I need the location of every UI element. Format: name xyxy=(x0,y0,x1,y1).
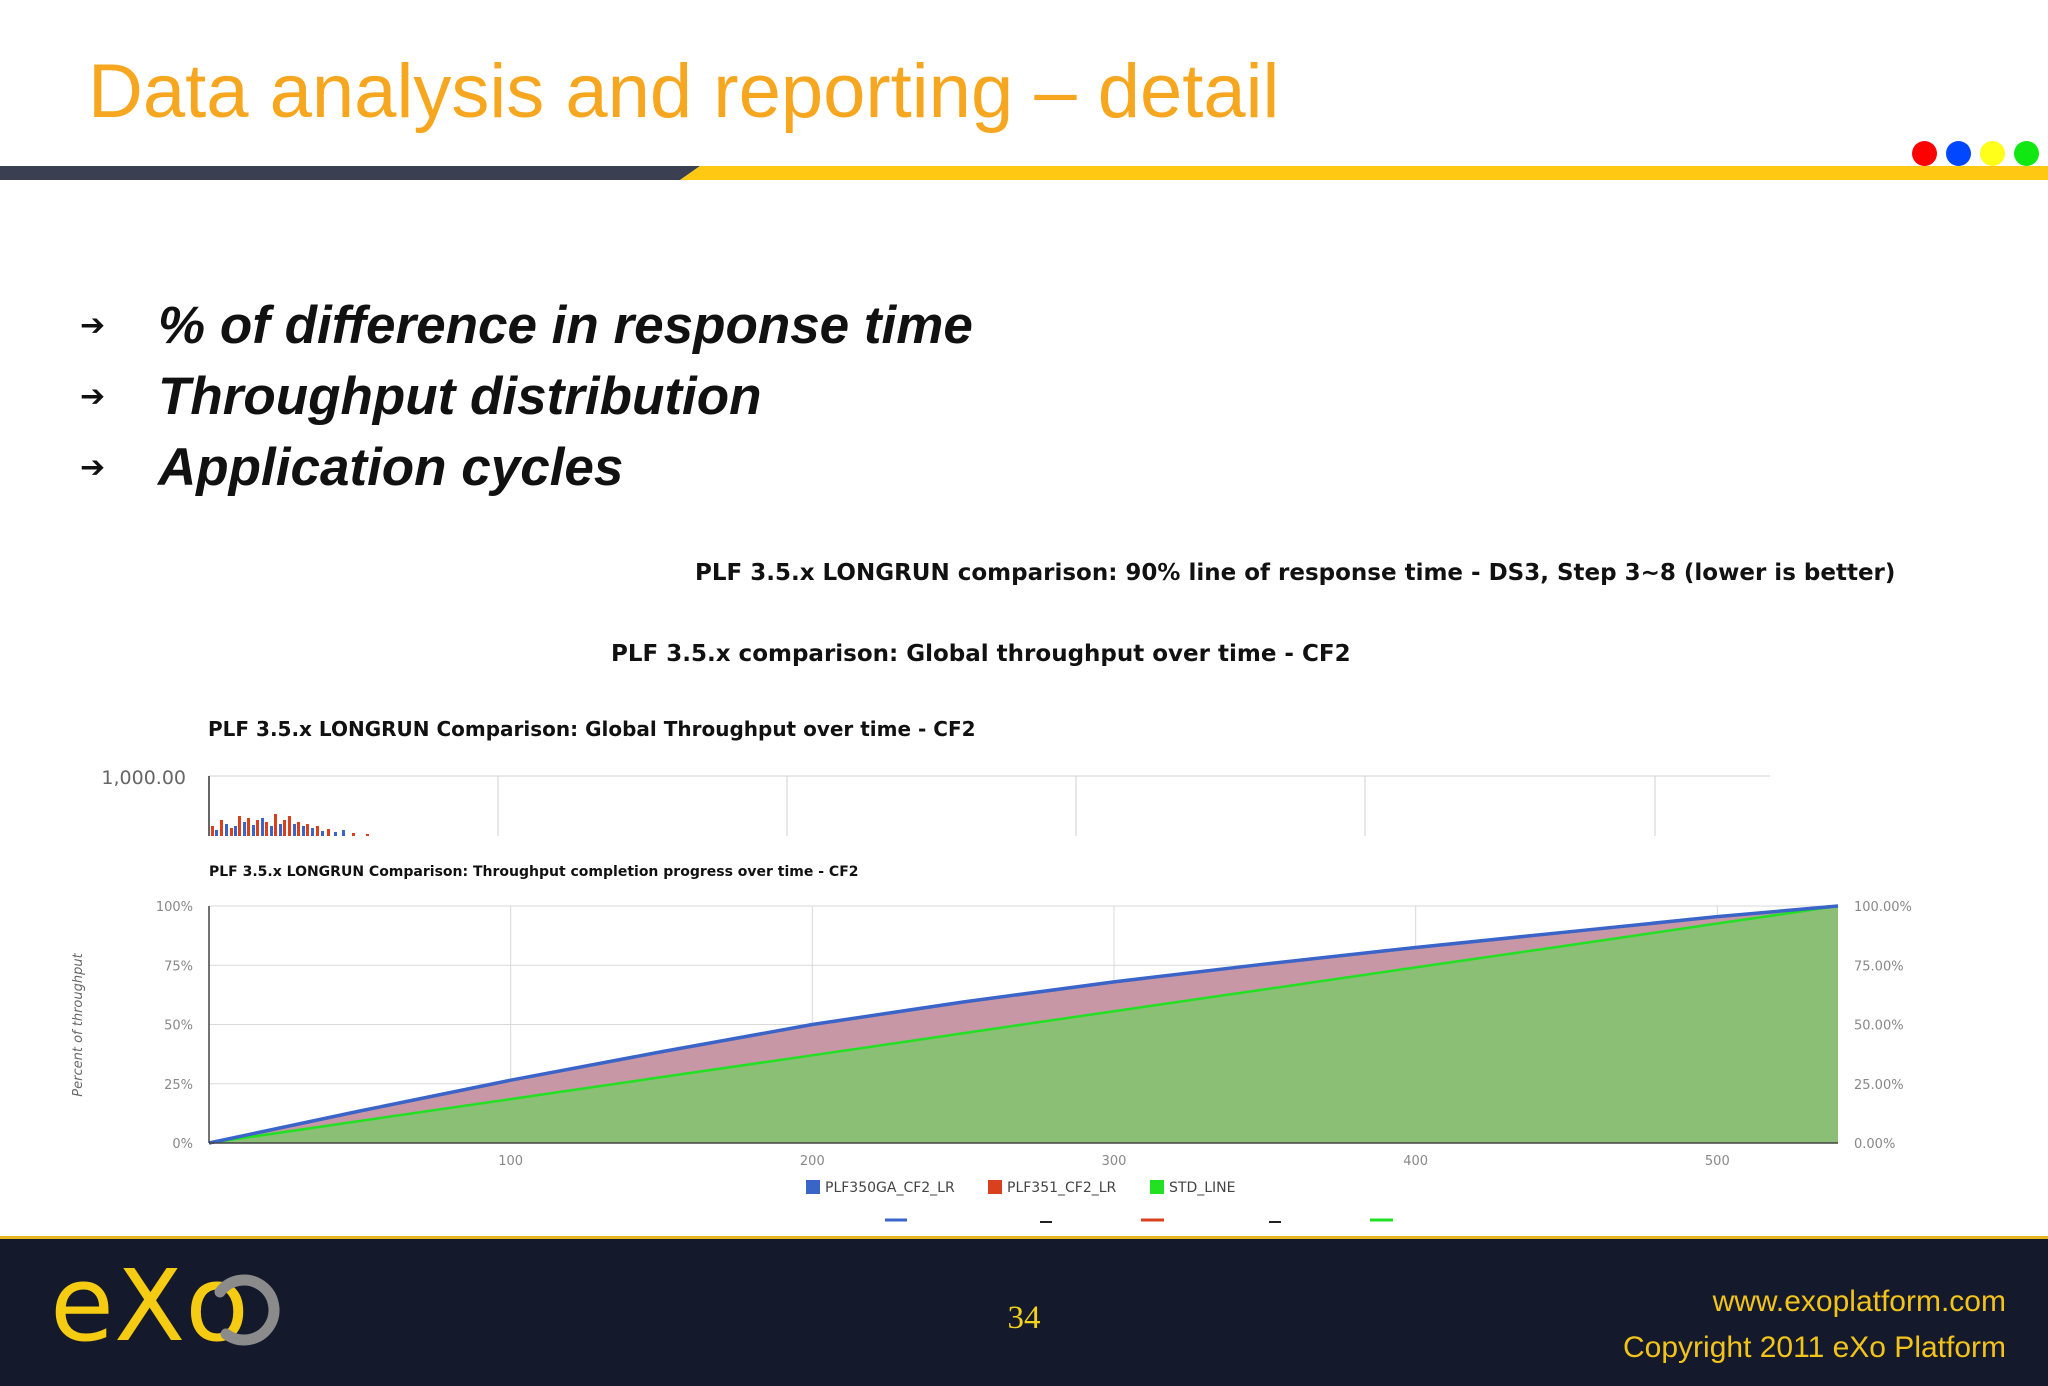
throughput-bar xyxy=(293,824,296,836)
throughput-bar xyxy=(311,828,314,836)
throughput-bar xyxy=(302,826,305,836)
throughput-bar xyxy=(261,818,264,836)
legend-label: PLF350GA_CF2_LR xyxy=(825,1180,955,1196)
bullet-item: ➔ Throughput distribution xyxy=(80,361,973,432)
y-tick-label-left: 50% xyxy=(164,1019,193,1034)
legend-swatch xyxy=(988,1180,1002,1194)
page-number: 34 xyxy=(1007,1300,1041,1336)
throughput-bar xyxy=(211,826,214,836)
longrun-throughput-bars xyxy=(211,814,369,836)
y-tick-label-right: 75.00% xyxy=(1854,959,1904,974)
y-tick-label-right: 25.00% xyxy=(1854,1078,1904,1093)
global-throughput-chart-title: PLF 3.5.x comparison: Global throughput … xyxy=(611,641,1351,667)
y-tick-label-left: 75% xyxy=(164,959,193,974)
logo-swoosh xyxy=(214,1274,280,1346)
header-bar-dark xyxy=(0,166,700,180)
throughput-bar xyxy=(306,824,309,836)
x-tick-label: 100 xyxy=(498,1154,523,1169)
bullet-item: ➔ Application cycles xyxy=(80,432,973,503)
throughput-bar xyxy=(283,820,286,836)
bullet-text: Application cycles xyxy=(158,438,624,497)
bullet-text: Throughput distribution xyxy=(158,367,762,426)
throughput-bar xyxy=(334,832,337,836)
throughput-bar xyxy=(220,820,223,836)
arrow-right-icon: ➔ xyxy=(80,309,106,342)
series-line-PLF350GA_CF2_LR xyxy=(208,904,1839,1145)
y-axis-label: Percent of throughput xyxy=(71,952,86,1096)
series-line-STD_LINE xyxy=(208,904,1839,1145)
bullet-item: ➔ % of difference in response time xyxy=(80,290,973,361)
completion-chart: 0% 0.00% 25% 25.00% 50% 50.00% 75% 75.00% 100% 10… xyxy=(71,900,1912,1223)
throughput-bar xyxy=(247,818,250,836)
throughput-bar xyxy=(215,830,218,836)
slide-title: Data analysis and reporting – detail xyxy=(88,49,1280,134)
footer-copyright: Copyright 2011 eXo Platform xyxy=(1623,1331,2006,1364)
arrow-right-icon: ➔ xyxy=(80,451,106,484)
header-bar-accent xyxy=(680,166,2048,180)
throughput-bar xyxy=(279,824,282,836)
legend-label: STD_LINE xyxy=(1169,1180,1235,1196)
throughput-bar xyxy=(238,816,241,836)
footer-url[interactable]: www.exoplatform.com xyxy=(1712,1285,2006,1318)
y-tick-label-right: 50.00% xyxy=(1854,1019,1904,1034)
throughput-bar xyxy=(234,826,237,836)
y-tick-label-left: 100% xyxy=(156,900,193,915)
throughput-bar xyxy=(274,814,277,836)
longrun-throughput-chart: 1,000.00 xyxy=(101,767,1770,836)
throughput-bar xyxy=(316,826,319,836)
throughput-bar xyxy=(297,822,300,836)
longrun-throughput-chart-title: PLF 3.5.x LONGRUN Comparison: Global Thr… xyxy=(208,717,976,741)
throughput-bar xyxy=(366,834,369,836)
throughput-bar xyxy=(288,816,291,836)
legend-swatch xyxy=(1150,1180,1164,1194)
footer xyxy=(0,1236,2048,1386)
exo-logo: eXo xyxy=(50,1268,280,1348)
x-tick-label: 300 xyxy=(1102,1154,1127,1169)
throughput-bar xyxy=(327,829,330,836)
throughput-bar xyxy=(252,825,255,836)
color-dots xyxy=(0,141,2048,167)
yellow-dot xyxy=(1980,141,2005,166)
green-dot xyxy=(2014,141,2039,166)
longrun-throughput-ytick: 1,000.00 xyxy=(101,767,186,789)
y-tick-label-left: 25% xyxy=(164,1078,193,1093)
throughput-bar xyxy=(321,831,324,836)
footer-divider xyxy=(0,1236,2048,1239)
y-tick-label-right: 100.00% xyxy=(1854,900,1912,915)
throughput-bar xyxy=(243,822,246,836)
x-tick-label: 400 xyxy=(1403,1154,1428,1169)
x-tick-label: 500 xyxy=(1705,1154,1730,1169)
y-tick-label-right: 0.00% xyxy=(1854,1137,1895,1152)
response-time-chart-title: PLF 3.5.x LONGRUN comparison: 90% line o… xyxy=(695,560,1896,586)
bullet-list: ➔ % of difference in response time ➔ Thr… xyxy=(80,290,973,503)
throughput-bar xyxy=(265,822,268,836)
throughput-bar xyxy=(352,833,355,836)
throughput-bar xyxy=(225,824,228,836)
completion-chart-title: PLF 3.5.x LONGRUN Comparison: Throughput… xyxy=(209,864,859,880)
header-bar xyxy=(0,166,2048,180)
x-tick-label: 200 xyxy=(800,1154,825,1169)
throughput-bar xyxy=(256,820,259,836)
blue-dot xyxy=(1946,141,1971,166)
throughput-bar xyxy=(342,830,345,836)
y-tick-label-left: 0% xyxy=(172,1137,193,1152)
red-dot xyxy=(1912,141,1937,166)
longrun-throughput-vgrid xyxy=(497,776,1656,836)
throughput-bar xyxy=(270,826,273,836)
arrow-right-icon: ➔ xyxy=(80,380,106,413)
throughput-bar xyxy=(230,828,233,836)
bullet-text: % of difference in response time xyxy=(158,296,973,355)
legend-swatch xyxy=(806,1180,820,1194)
legend-label: PLF351_CF2_LR xyxy=(1007,1180,1117,1196)
logo-text: eXo xyxy=(50,1268,249,1348)
